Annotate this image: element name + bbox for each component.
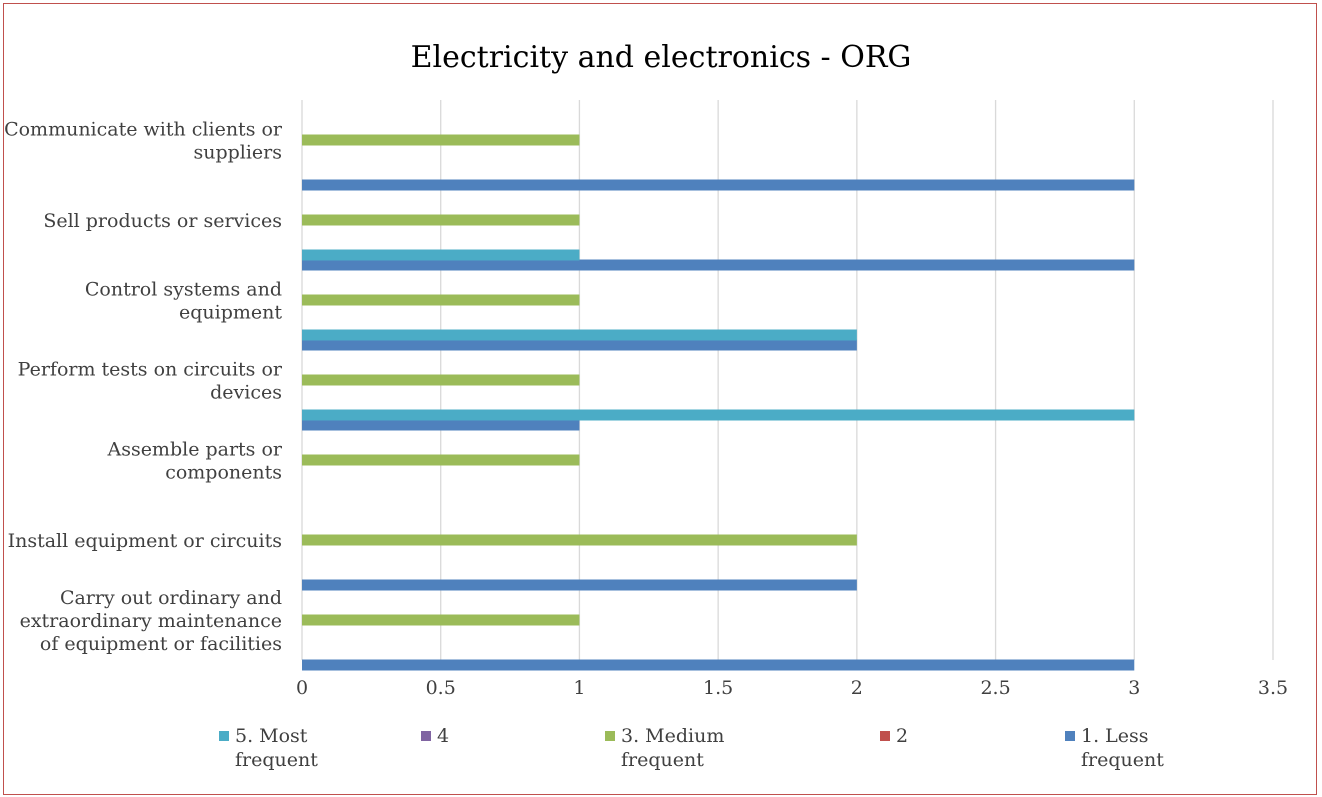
legend-swatch-medium-frequent — [605, 731, 615, 741]
x-tick-label: 2.5 — [980, 677, 1010, 699]
category-label: Control systems and equipment — [85, 279, 283, 324]
category-label: Assemble parts or components — [106, 439, 282, 484]
bar — [302, 329, 857, 341]
legend-label: 1. Less frequent — [1081, 725, 1164, 771]
x-tick-labels: 0 0.5 1 1.5 2 2.5 3 3.5 — [296, 677, 1288, 699]
bar — [302, 134, 580, 146]
category-labels: Communicate with clients or suppliers Sell… — [4, 119, 283, 656]
x-tick-label: 1 — [573, 677, 585, 699]
x-tick-label: 1.5 — [703, 677, 733, 699]
bar — [302, 339, 857, 351]
bar — [302, 534, 857, 546]
x-tick-label: 0 — [296, 677, 308, 699]
chart-title: Electricity and electronics - ORG — [410, 40, 912, 75]
bar — [302, 614, 580, 626]
legend-label: 5. Most frequent — [235, 725, 318, 771]
category-label: Communicate with clients or suppliers — [4, 119, 283, 164]
legend-label: 2 — [896, 725, 909, 747]
legend-swatch-less-frequent — [1065, 731, 1075, 741]
bar — [302, 249, 580, 261]
category-label: Perform tests on circuits or devices — [18, 359, 283, 404]
bar-group — [302, 134, 1135, 671]
bar — [302, 179, 1135, 191]
legend-label: 4 — [437, 725, 450, 747]
legend: 5. Most frequent 4 3. Medium frequent 2 … — [0, 724, 1322, 784]
legend-swatch-4 — [421, 731, 431, 741]
x-tick-label: 0.5 — [426, 677, 456, 699]
category-label: Install equipment or circuits — [8, 530, 282, 552]
legend-swatch-2 — [880, 731, 890, 741]
category-label: Sell products or services — [43, 210, 282, 232]
x-tick-label: 3 — [1128, 677, 1140, 699]
legend-label: 3. Medium frequent — [621, 725, 725, 771]
bar — [302, 454, 580, 466]
bar — [302, 294, 580, 306]
bar — [302, 579, 857, 591]
bar — [302, 374, 580, 386]
bar — [302, 214, 580, 226]
bar — [302, 659, 1135, 671]
bar — [302, 409, 1135, 421]
x-tick-label: 3.5 — [1258, 677, 1288, 699]
bar — [302, 259, 1135, 271]
legend-swatch-most-frequent — [219, 731, 229, 741]
bar — [302, 419, 580, 431]
category-label: Carry out ordinary and extraordinary main… — [20, 587, 282, 655]
x-tick-label: 2 — [851, 677, 863, 699]
